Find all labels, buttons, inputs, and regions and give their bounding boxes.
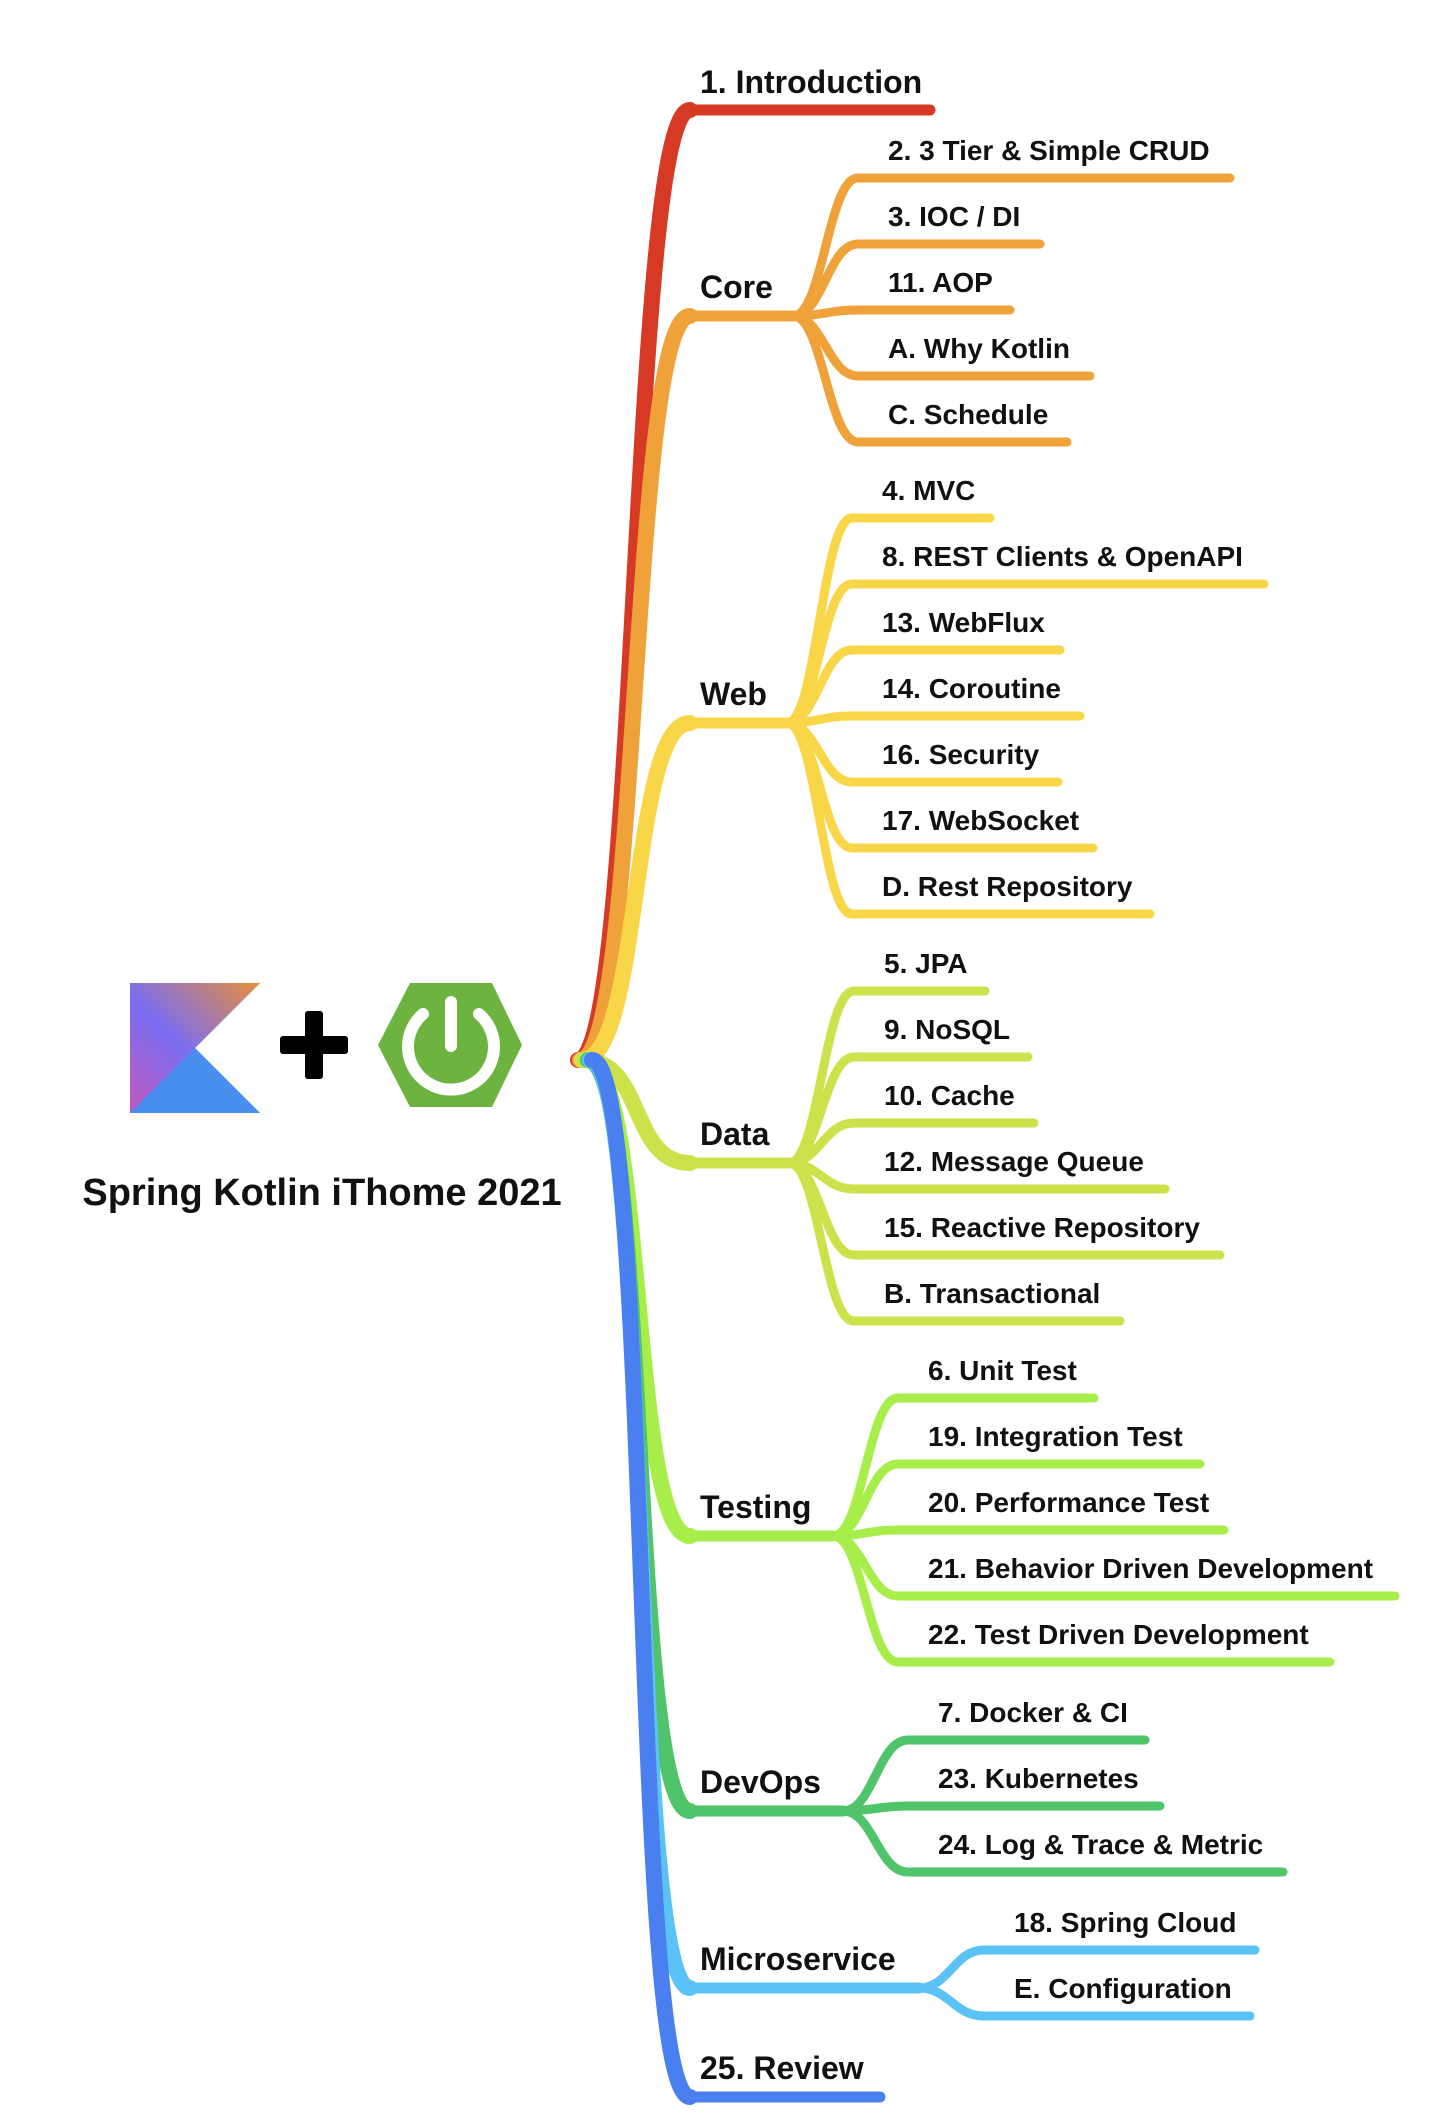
logo-area: Spring Kotlin iThome 2021: [82, 983, 562, 1214]
trunk-review: [584, 1052, 698, 2105]
leaf-label-web: D. Rest Repository: [882, 871, 1133, 902]
leaf-label-core: C. Schedule: [888, 399, 1048, 430]
leaf-label-web: 8. REST Clients & OpenAPI: [882, 541, 1243, 572]
leaf-label-data: 10. Cache: [884, 1080, 1015, 1111]
leaf-label-microservice: E. Configuration: [1014, 1973, 1232, 2004]
leaf-connector-data: [784, 1158, 859, 1326]
leaf-connector-microservice: [914, 1983, 989, 2021]
leaf-label-testing: 21. Behavior Driven Development: [928, 1553, 1373, 1584]
branch-label-data: Data: [700, 1116, 770, 1152]
branch-testing: Testing 6. Unit Test 19. Integration Test 2…: [682, 1355, 1400, 1667]
branch-label-testing: Testing: [700, 1489, 811, 1525]
trunk-web: [574, 715, 698, 1068]
leaf-connector-data: [784, 1118, 859, 1168]
branch-introduction: 1. Introduction: [682, 64, 936, 116]
branch-label-devops: DevOps: [700, 1764, 821, 1800]
page-title: Spring Kotlin iThome 2021: [82, 1172, 561, 1214]
leaf-label-core: 2. 3 Tier & Simple CRUD: [888, 135, 1210, 166]
leaf-label-testing: 19. Integration Test: [928, 1421, 1183, 1452]
leaf-label-web: 16. Security: [882, 739, 1040, 770]
leaf-connector-testing: [828, 1531, 903, 1667]
branches-layer: 1. Introduction Core 2. 3 Tier & Simple CR…: [570, 64, 1400, 2105]
leaf-label-devops: 7. Docker & CI: [938, 1697, 1128, 1728]
branch-label-microservice: Microservice: [700, 1941, 896, 1977]
branch-label-review: 25. Review: [700, 2050, 864, 2086]
branch-label-introduction: 1. Introduction: [700, 64, 922, 100]
leaf-label-data: 15. Reactive Repository: [884, 1212, 1200, 1243]
leaf-label-microservice: 18. Spring Cloud: [1014, 1907, 1236, 1938]
spring-power-logo-icon: [378, 983, 522, 1107]
leaf-label-testing: 20. Performance Test: [928, 1487, 1209, 1518]
leaf-connector-devops: [838, 1806, 913, 1877]
leaf-label-testing: 22. Test Driven Development: [928, 1619, 1309, 1650]
leaf-connector-web: [782, 718, 857, 919]
leaf-connector-microservice: [914, 1945, 989, 1993]
leaf-label-core: 11. AOP: [888, 267, 993, 298]
leaf-label-testing: 6. Unit Test: [928, 1355, 1077, 1386]
leaf-label-core: A. Why Kotlin: [888, 333, 1070, 364]
branch-web: Web 4. MVC 8. REST Clients & OpenAPI 13. We…: [682, 475, 1269, 919]
branch-data: Data 5. JPA 9. NoSQL 10. Cache 12. Message Q…: [682, 948, 1225, 1326]
leaf-connector-core: [788, 311, 863, 447]
leaf-label-data: 5. JPA: [884, 948, 968, 979]
leaf-label-web: 17. WebSocket: [882, 805, 1079, 836]
leaf-label-web: 14. Coroutine: [882, 673, 1061, 704]
branch-devops: DevOps 7. Docker & CI 23. Kubernetes 24. Lo…: [682, 1697, 1288, 1877]
leaf-label-web: 4. MVC: [882, 475, 975, 506]
leaf-connector-devops: [838, 1735, 913, 1816]
leaf-label-data: 9. NoSQL: [884, 1014, 1010, 1045]
branch-label-web: Web: [700, 676, 767, 712]
leaf-label-devops: 23. Kubernetes: [938, 1763, 1139, 1794]
branch-core: Core 2. 3 Tier & Simple CRUD 3. IOC / DI 11…: [682, 135, 1235, 447]
branch-microservice: Microservice 18. Spring Cloud E. Configura…: [682, 1907, 1260, 2021]
branch-review: 25. Review: [682, 2050, 886, 2103]
plus-icon: [280, 1011, 348, 1079]
leaf-label-core: 3. IOC / DI: [888, 201, 1020, 232]
branch-label-core: Core: [700, 269, 773, 305]
leaf-label-data: B. Transactional: [884, 1278, 1100, 1309]
trunk-core: [572, 308, 698, 1068]
kotlin-logo-icon: [130, 983, 260, 1113]
leaf-label-data: 12. Message Queue: [884, 1146, 1144, 1177]
leaf-label-web: 13. WebFlux: [882, 607, 1045, 638]
leaf-label-devops: 24. Log & Trace & Metric: [938, 1829, 1263, 1860]
